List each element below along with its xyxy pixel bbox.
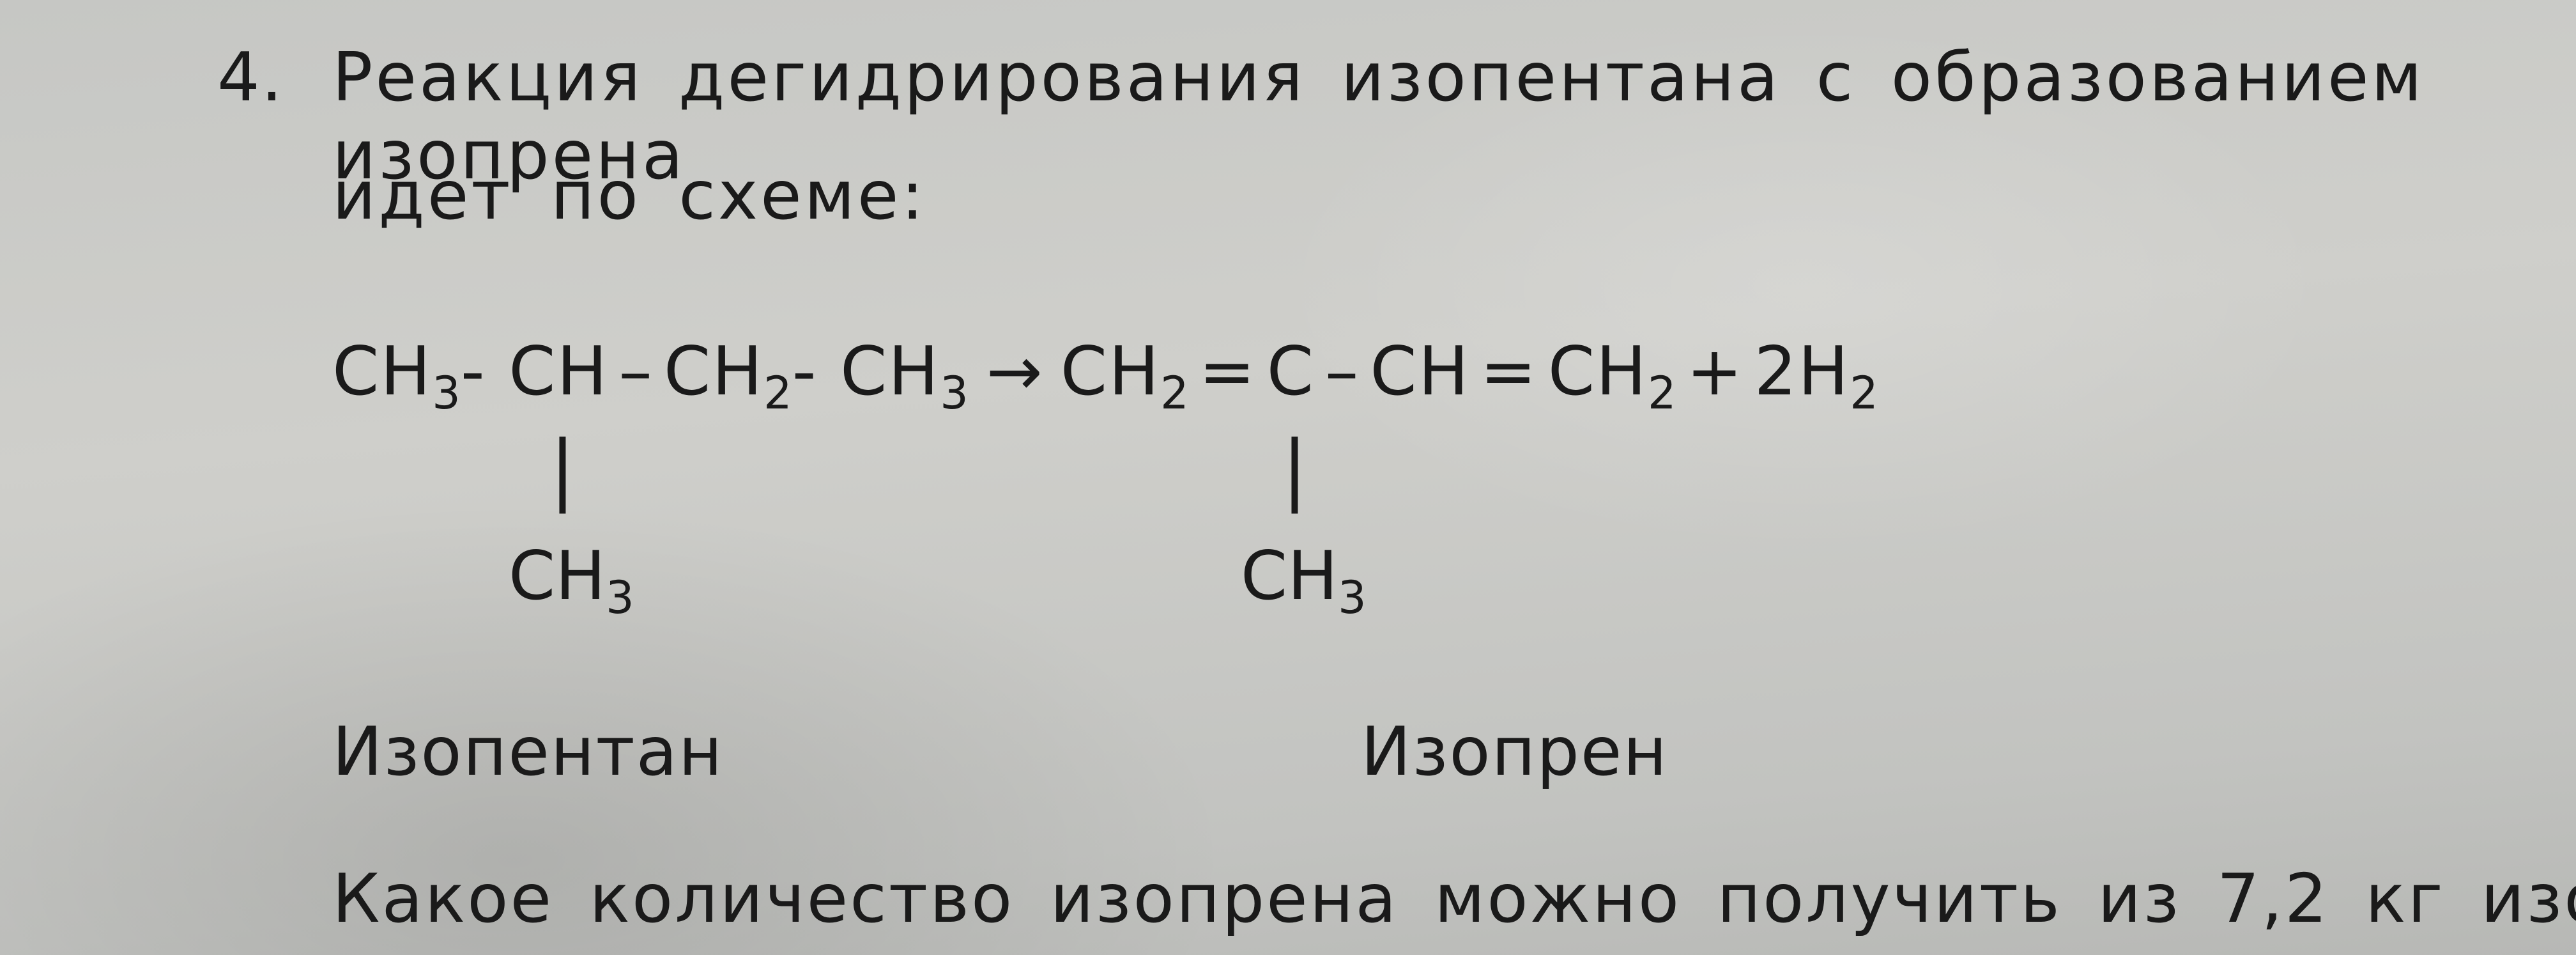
reactant-branch: CH3	[509, 537, 634, 615]
equation-main-row: CH3 - CH – CH2 - CH3 → CH2 = C – CH = CH…	[332, 332, 1878, 410]
product-c1: CH2	[1061, 332, 1189, 410]
reaction-equation: CH3 - CH – CH2 - CH3 → CH2 = C – CH = CH…	[332, 332, 2441, 716]
sub: 2	[763, 367, 792, 419]
sub: 2	[1850, 367, 1878, 419]
reactant-c3: CH2	[664, 332, 792, 410]
byproduct: 2H2	[1754, 332, 1878, 410]
sub: 3	[1338, 571, 1367, 624]
reactant-c1: CH3	[332, 332, 461, 410]
sub: 2	[1648, 367, 1676, 419]
bond: –	[1315, 332, 1370, 410]
reactant-c2: CH	[509, 332, 608, 410]
bond: -	[461, 332, 509, 410]
bond-double: =	[1189, 332, 1267, 410]
product-name: Изопрен	[1361, 713, 1668, 791]
product-branch-bond: |	[1282, 425, 1307, 514]
problem-number: 4.	[217, 38, 284, 116]
bond: -	[792, 332, 840, 410]
reaction-arrow: →	[969, 332, 1061, 410]
sub: 3	[606, 571, 634, 624]
product-c3: CH	[1370, 332, 1469, 410]
sub: 3	[432, 367, 461, 419]
sub: 3	[940, 367, 969, 419]
question-text: Какое количество изопрена можно получить…	[332, 860, 2576, 938]
statement-line-2: идет по схеме:	[332, 157, 926, 235]
plus-sign: +	[1676, 332, 1754, 410]
product-branch: CH3	[1241, 537, 1367, 615]
reactant-c4: CH3	[840, 332, 969, 410]
product-c2: C	[1267, 332, 1315, 410]
reactant-name: Изопентан	[332, 713, 724, 791]
product-c4: CH2	[1548, 332, 1676, 410]
reactant-branch-bond: |	[549, 425, 575, 514]
bond: –	[608, 332, 664, 410]
sub: 2	[1160, 367, 1189, 419]
bond-double: =	[1470, 332, 1548, 410]
page: 4. Реакция дегидрирования изопентана с о…	[0, 0, 2576, 955]
